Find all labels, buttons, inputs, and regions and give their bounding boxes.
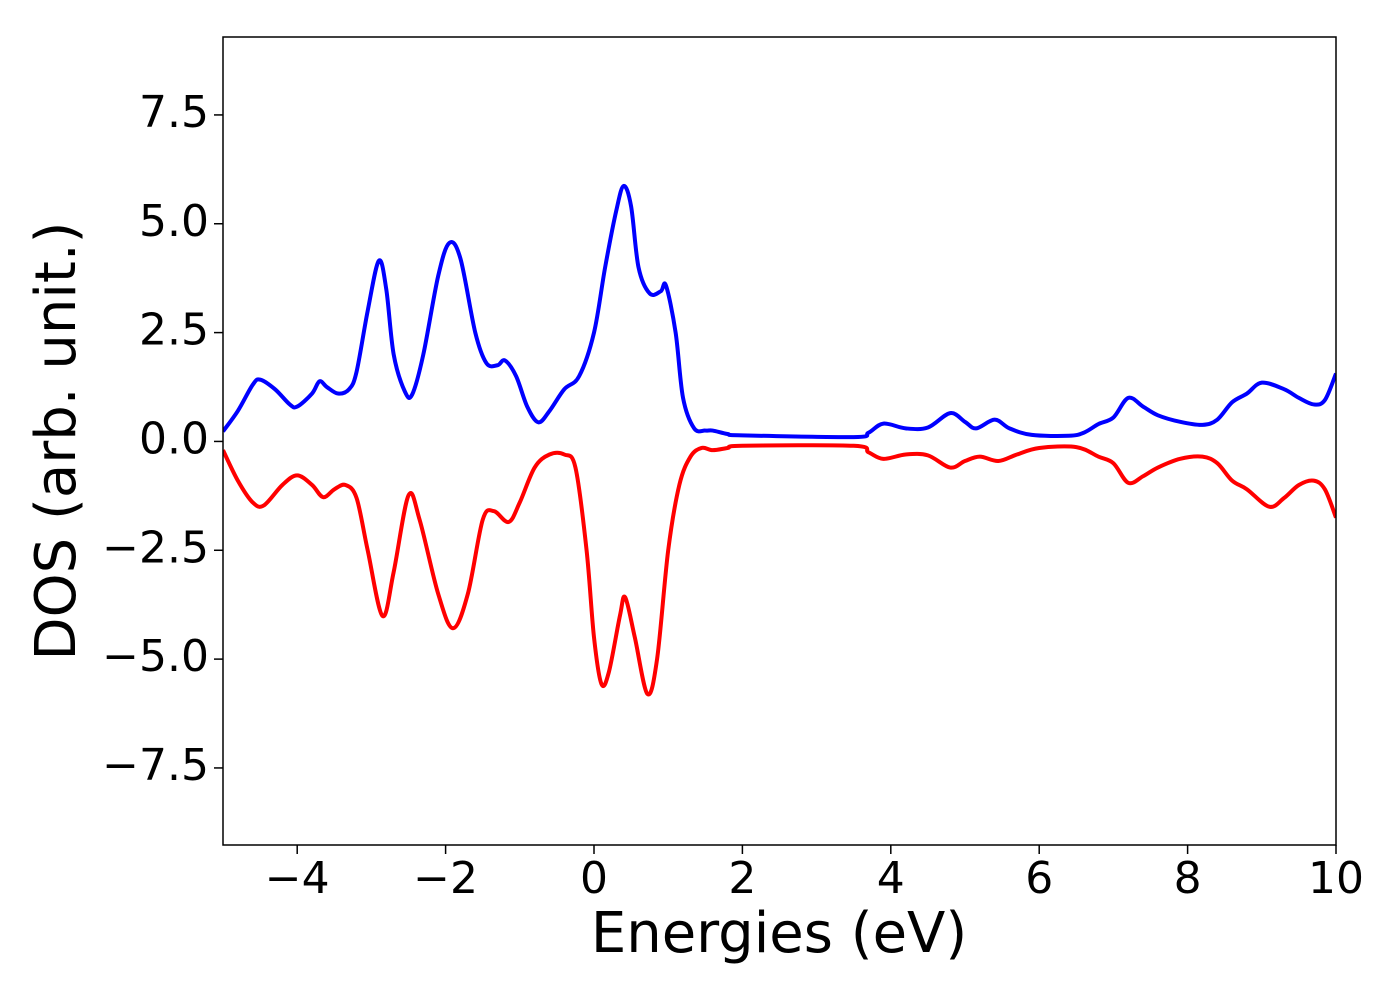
x-axis-label: Energies (eV) (591, 901, 967, 966)
dos-line (223, 443, 1336, 697)
x-tick-label: 10 (1308, 853, 1364, 904)
x-tick-label: 2 (728, 853, 756, 904)
y-tick-label: −5.0 (102, 631, 209, 682)
y-tick-label: 5.0 (139, 196, 209, 247)
x-tick-label: 8 (1174, 853, 1202, 904)
plot-frame (222, 36, 1337, 846)
y-tick-label: 0.0 (139, 413, 209, 464)
y-tick-label: −2.5 (102, 522, 209, 573)
x-tick-label: −4 (265, 853, 330, 904)
x-tick-label: 6 (1025, 853, 1053, 904)
y-tick-label: −7.5 (102, 740, 209, 791)
y-axis-label: DOS (arb. unit.) (24, 221, 89, 660)
dos-line (223, 183, 1336, 440)
y-tick-label: 2.5 (139, 305, 209, 356)
y-tick-label: 7.5 (139, 87, 209, 138)
x-tick-label: 4 (877, 853, 905, 904)
x-tick-label: −2 (413, 853, 478, 904)
x-tick-label: 0 (580, 853, 608, 904)
